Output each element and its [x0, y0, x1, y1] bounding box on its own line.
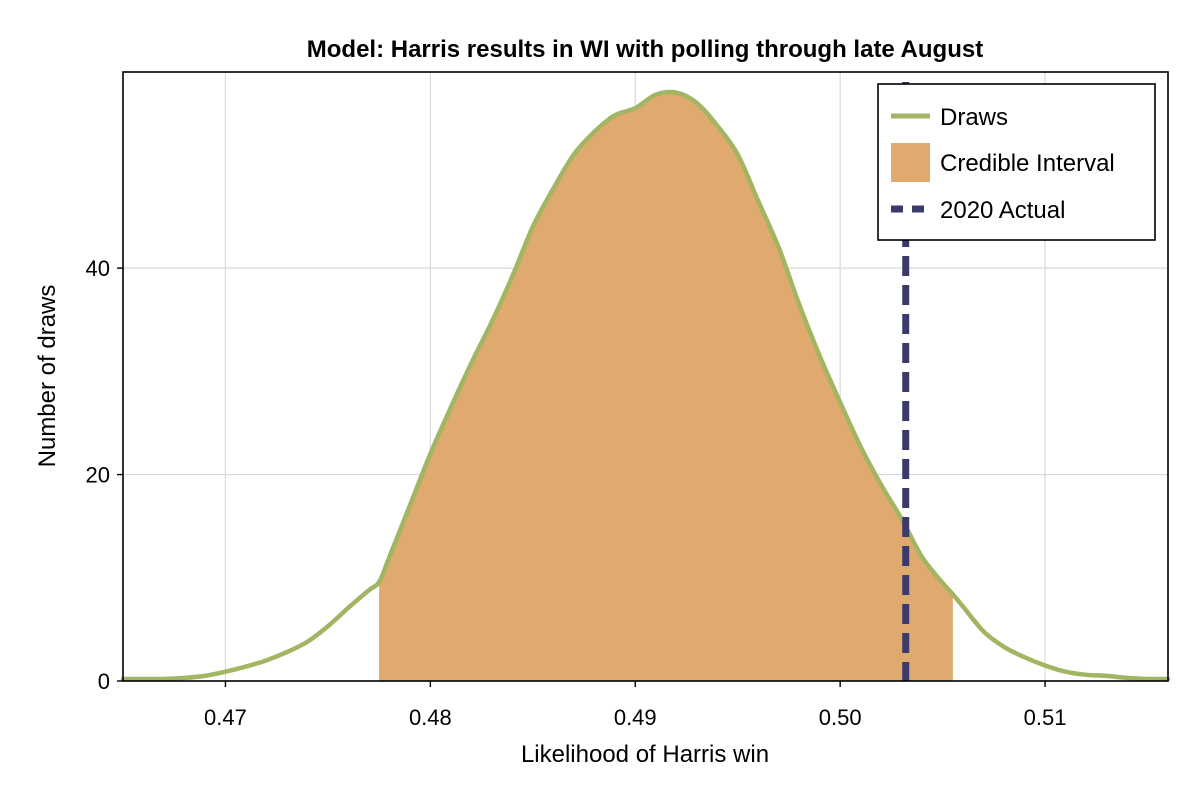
- legend-credible-interval-label: Credible Interval: [940, 150, 1115, 177]
- y-tick-label: 20: [86, 463, 110, 488]
- x-tick-label: 0.47: [204, 705, 247, 730]
- draws-density-line: [120, 89, 1171, 682]
- x-tick-label: 0.51: [1024, 705, 1067, 730]
- x-axis: 0.47 0.48 0.49 0.50 0.51: [204, 681, 1066, 730]
- y-tick-label: 40: [86, 256, 110, 281]
- legend-draws-label: Draws: [940, 104, 1008, 131]
- y-tick-label: 0: [98, 669, 110, 694]
- legend: Draws Credible Interval 2020 Actual: [877, 83, 1156, 241]
- x-axis-label: Likelihood of Harris win: [521, 741, 769, 768]
- y-axis-label: Number of draws: [34, 285, 61, 468]
- credible-interval-area: [379, 91, 953, 681]
- x-tick-label: 0.50: [819, 705, 862, 730]
- legend-credible-interval-swatch: [891, 143, 930, 182]
- x-tick-label: 0.49: [614, 705, 657, 730]
- x-tick-label: 0.48: [409, 705, 452, 730]
- chart-title: Model: Harris results in WI with polling…: [307, 36, 983, 63]
- plot-frame: [122, 71, 1169, 682]
- y-axis: 0 20 40: [86, 256, 123, 694]
- legend-actual-label: 2020 Actual: [940, 197, 1065, 224]
